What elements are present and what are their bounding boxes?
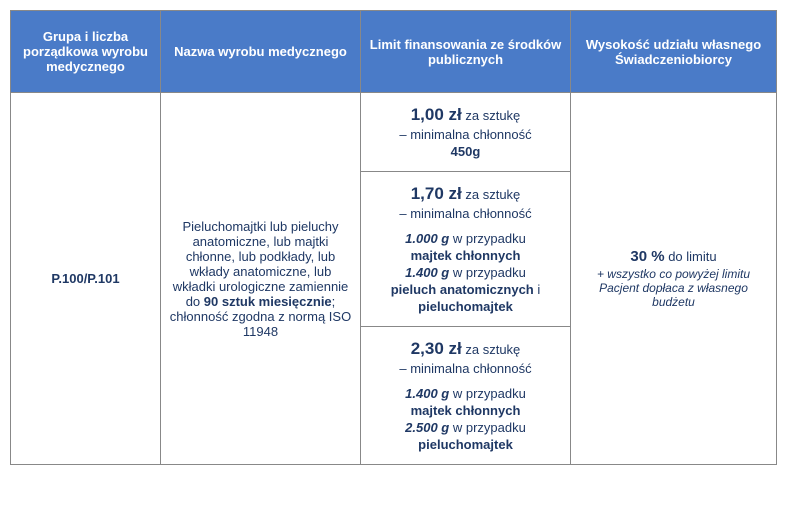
tier-1-cell: 1,00 zł za sztukę – minimalna chłonność … <box>361 93 571 172</box>
table-row: P.100/P.101 Pieluchomajtki lub pieluchy … <box>11 93 777 172</box>
tier2-g1: 1.000 g <box>405 231 449 246</box>
group-code-cell: P.100/P.101 <box>11 93 161 465</box>
tier2-min-abs-label: – minimalna chłonność <box>369 206 562 221</box>
header-group-code: Grupa i liczba porządkowa wyrobu medyczn… <box>11 11 161 93</box>
table-header-row: Grupa i liczba porządkowa wyrobu medyczn… <box>11 11 777 93</box>
tier3-case2: w przypadku <box>449 420 526 435</box>
tier2-case1: w przypadku <box>449 231 526 246</box>
tier-2-cell: 1,70 zł za sztukę – minimalna chłonność … <box>361 172 571 327</box>
share-to-limit: do limitu <box>665 249 717 264</box>
header-product-name: Nazwa wyrobu medycznego <box>161 11 361 93</box>
tier3-prod1: majtek chłonnych <box>369 403 562 418</box>
tier2-price: 1,70 zł <box>411 184 462 203</box>
share-note: + wszystko co powyżej limitu Pacjent dop… <box>579 267 768 309</box>
tier2-g2: 1.400 g <box>405 265 449 280</box>
reimbursement-table: Grupa i liczba porządkowa wyrobu medyczn… <box>10 10 777 465</box>
own-share-cell: 30 % do limitu + wszystko co powyżej lim… <box>571 93 777 465</box>
tier2-prod2b: pieluchomajtek <box>369 299 562 314</box>
tier3-g1: 1.400 g <box>405 386 449 401</box>
share-percent: 30 % <box>630 248 664 265</box>
tier2-prod2a: pieluch anatomicznych <box>391 282 534 297</box>
tier2-and: i <box>534 282 541 297</box>
tier2-prod1: majtek chłonnych <box>369 248 562 263</box>
tier3-g2: 2.500 g <box>405 420 449 435</box>
tier1-min-abs-val: 450g <box>369 144 562 159</box>
tier2-case2: w przypadku <box>449 265 526 280</box>
desc-quantity: 90 sztuk miesięcznie <box>204 294 332 309</box>
header-funding-limit: Limit finansowania ze środków publicznyc… <box>361 11 571 93</box>
tier2-per-piece: za sztukę <box>462 187 521 202</box>
header-own-share: Wysokość udziału własnego Świadczeniobio… <box>571 11 777 93</box>
tier3-case1: w przypadku <box>449 386 526 401</box>
tier1-price: 1,00 zł <box>411 105 462 124</box>
product-description-cell: Pieluchomajtki lub pieluchy anatomiczne,… <box>161 93 361 465</box>
tier3-prod2: pieluchomajtek <box>369 437 562 452</box>
tier3-per-piece: za sztukę <box>462 342 521 357</box>
tier1-min-abs-label: – minimalna chłonność <box>369 127 562 142</box>
tier3-min-abs-label: – minimalna chłonność <box>369 361 562 376</box>
tier-3-cell: 2,30 zł za sztukę – minimalna chłonność … <box>361 327 571 465</box>
tier1-per-piece: za sztukę <box>462 108 521 123</box>
tier3-price: 2,30 zł <box>411 339 462 358</box>
